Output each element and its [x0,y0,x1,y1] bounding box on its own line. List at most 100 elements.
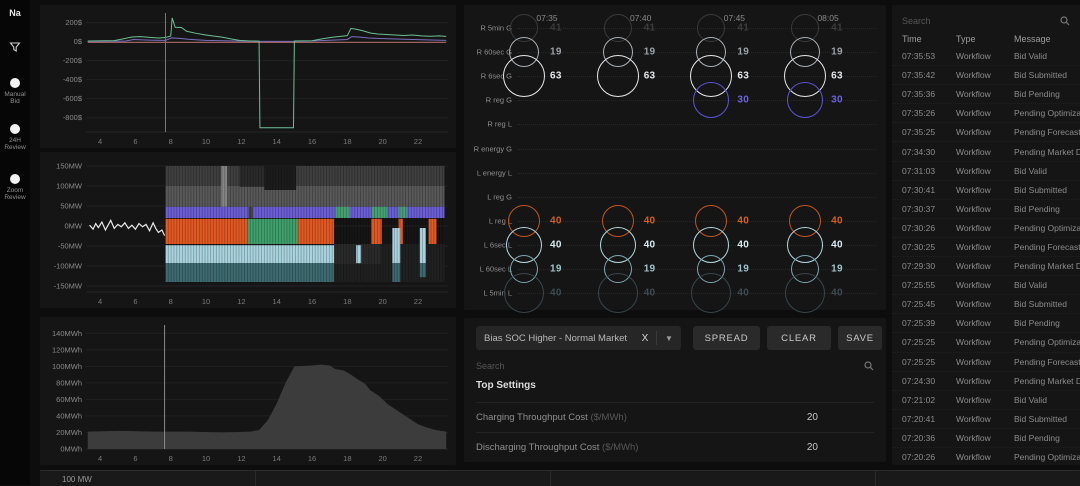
bid-value[interactable]: 19 [550,263,562,275]
power-chart: 150MW 100MW 50MW 0MW -50MW -100MW -150MW 4 6 8 10 1… [54,162,448,306]
svg-text:100MWh: 100MWh [52,362,82,371]
log-row: 07:35:36 Workflow Bid Pending [892,85,1080,105]
log-row: 07:30:41 Workflow Bid Submitted [892,181,1080,200]
log-search-input[interactable]: Search [902,13,1070,29]
search-icon [864,361,874,371]
bid-value[interactable]: 19 [643,46,656,58]
svg-text:0MW: 0MW [65,222,83,231]
log-message: Pending Optimization [1014,222,1080,233]
bid-value[interactable]: 40 [737,287,750,299]
bid-value[interactable]: 19 [550,46,562,58]
log-type: Workflow [956,432,991,443]
bid-value[interactable]: 30 [831,94,843,106]
toggle-dot-icon[interactable] [10,124,20,134]
settings-search-input[interactable]: Search [476,358,874,374]
bid-value[interactable]: 19 [831,263,843,275]
bid-value[interactable]: 30 [737,94,750,106]
bid-value[interactable]: 19 [737,46,750,58]
log-message: Bid Submitted [1014,70,1067,81]
charging-cost-value[interactable]: 20 [806,412,818,423]
bid-value[interactable]: 19 [643,263,656,275]
svg-text:18: 18 [343,297,351,306]
bid-value[interactable]: 40 [550,287,562,299]
save-button[interactable]: SAVE [838,326,882,350]
bid-value[interactable]: 63 [737,70,750,82]
bid-circle[interactable] [785,273,826,314]
bid-value[interactable]: 41 [643,22,656,34]
svg-text:4: 4 [98,297,102,306]
bid-value[interactable]: 40 [643,239,656,251]
zoom-review-label: Zoom Review [4,187,26,201]
svg-text:10: 10 [202,137,210,146]
bid-value[interactable]: 40 [831,215,843,227]
matrix-row-line [518,148,876,150]
bid-circle[interactable] [787,82,824,119]
bid-circle[interactable] [503,55,545,98]
bid-matrix-panel: 07:35 07:40 07:45 08:05 R 5min G 41 41 41 41 R 60… [464,5,886,314]
toggle-dot-icon[interactable] [10,174,20,184]
bid-value[interactable]: 40 [643,287,656,299]
log-row: 07:25:39 Workflow Bid Pending [892,314,1080,334]
bid-value[interactable]: 63 [831,70,843,82]
svg-text:20MWh: 20MWh [56,428,82,437]
bid-value[interactable]: 41 [737,22,750,34]
bid-circle[interactable] [693,82,730,119]
svg-text:6: 6 [133,297,137,306]
bid-value[interactable]: 40 [550,239,562,251]
soc-chart-panel: 0MWh 20MWh 40MWh 60MWh 80MWh 100MWh 120MWh 140M… [40,317,456,465]
discharging-cost-value[interactable]: 20 [806,442,818,453]
price-chart: 200$ 0$ -200$ -400$ -600$ -800$ 4 6 8 10 12 14 16 18 2… [63,13,448,146]
collapsed-chart-bar[interactable]: 100 MW [40,470,1080,486]
log-time: 07:25:45 [902,299,936,310]
bid-circle[interactable] [596,55,639,98]
log-time: 07:30:25 [902,241,936,252]
24h-review-toggle[interactable]: 24H Review [0,124,30,151]
charging-cost-row[interactable]: Charging Throughput Cost ($/MWh) 20 [476,402,874,432]
bid-value[interactable]: 40 [737,215,750,227]
bid-circle[interactable] [691,273,732,314]
bid-value[interactable]: 40 [831,239,843,251]
toggle-dot-icon[interactable] [10,78,20,88]
bid-value[interactable]: 19 [831,46,843,58]
svg-text:8: 8 [169,137,173,146]
settings-search-placeholder: Search [476,361,505,371]
discharging-cost-row[interactable]: Discharging Throughput Cost ($/MWh) 20 [476,432,874,462]
log-type: Workflow [956,299,991,310]
log-row: 07:35:25 Workflow Pending Forecasting [892,123,1080,143]
log-message: Bid Pending [1014,318,1060,329]
log-time: 07:31:03 [902,165,936,176]
zoom-review-toggle[interactable]: Zoom Review [0,174,30,201]
bid-value[interactable]: 40 [550,215,562,227]
section-title: Top Settings [476,380,536,391]
svg-text:12: 12 [237,454,245,463]
svg-text:-800$: -800$ [63,113,83,122]
chevron-down-icon[interactable]: ▼ [665,333,673,343]
bid-value[interactable]: 40 [737,239,750,251]
filter-icon[interactable] [9,40,21,58]
svg-text:-200$: -200$ [63,56,83,65]
manual-bid-toggle[interactable]: Manual Bid [0,78,30,105]
spread-button[interactable]: SPREAD [693,326,760,350]
clear-preset-icon[interactable]: X [641,332,649,344]
svg-text:20: 20 [378,137,386,146]
matrix-row-line [518,28,876,29]
clear-button[interactable]: CLEAR [767,326,831,350]
bottom-bar-divider [550,471,551,486]
bid-value[interactable]: 41 [550,22,562,34]
log-row: 07:35:26 Workflow Pending Optimization [892,104,1080,124]
bid-value[interactable]: 19 [737,263,750,275]
log-message: Bid Submitted [1014,184,1067,195]
log-message: Bid Pending [1014,432,1060,443]
bid-value[interactable]: 63 [550,70,562,82]
bid-circle[interactable] [504,273,544,314]
preset-dropdown[interactable]: Bias SOC Higher - Normal Market X ▼ [476,326,681,350]
bid-value[interactable]: 40 [643,215,656,227]
svg-text:40MWh: 40MWh [56,411,82,420]
svg-text:0$: 0$ [74,37,83,46]
bid-circle[interactable] [597,273,638,314]
svg-text:50MW: 50MW [60,202,83,211]
bid-value[interactable]: 41 [831,22,843,34]
bid-value[interactable]: 40 [831,287,843,299]
log-time: 07:20:41 [902,413,936,424]
bid-value[interactable]: 63 [643,70,656,82]
